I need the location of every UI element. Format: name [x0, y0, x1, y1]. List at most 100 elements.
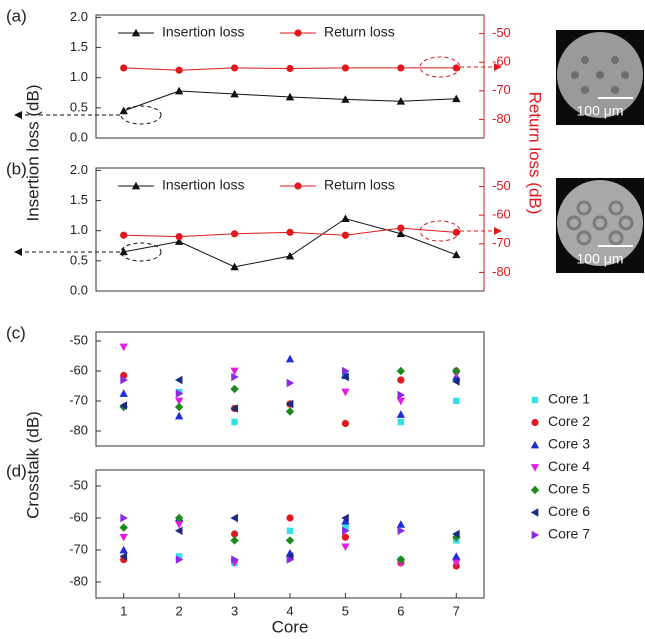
marker — [453, 397, 460, 405]
y-tick-label: -60 — [69, 509, 88, 524]
marker — [119, 106, 128, 115]
marker — [286, 555, 295, 564]
marker — [174, 526, 183, 535]
y-tick-label: -80 — [69, 422, 88, 437]
marker — [342, 524, 349, 531]
marker — [119, 343, 128, 352]
y-tick-label: -50 — [69, 332, 88, 347]
y2-axis-title: Return loss (dB) — [526, 92, 545, 215]
x-tick-label: 1 — [120, 603, 127, 618]
marker — [231, 418, 238, 426]
panel-label: (a) — [6, 6, 27, 25]
marker — [341, 95, 350, 103]
marker — [341, 517, 350, 525]
fiber-photo: 100 μm — [556, 30, 644, 125]
marker — [531, 418, 539, 427]
marker — [530, 440, 540, 449]
marker — [286, 527, 294, 534]
marker — [175, 553, 183, 560]
x-tick-label: 3 — [231, 603, 238, 618]
plot-frame — [95, 331, 485, 447]
marker — [452, 228, 460, 236]
marker — [531, 396, 539, 404]
marker — [174, 237, 184, 245]
y-axis-title: Crosstalk (dB) — [23, 411, 42, 519]
marker — [285, 92, 295, 101]
marker — [286, 514, 294, 522]
marker — [174, 411, 184, 420]
marker — [119, 401, 128, 410]
marker — [341, 372, 349, 382]
y-tick-label: -50 — [69, 477, 88, 492]
y-tick-label: 1.5 — [70, 192, 88, 207]
legend-label: Return loss — [324, 24, 395, 40]
marker — [396, 229, 406, 238]
marker — [294, 29, 302, 37]
legend-label: Core 5 — [548, 481, 590, 497]
marker — [285, 251, 295, 260]
marker — [341, 231, 350, 239]
marker — [119, 247, 128, 256]
marker — [174, 402, 184, 412]
marker — [119, 552, 128, 561]
marker — [174, 86, 184, 95]
x-tick-label: 2 — [176, 603, 183, 618]
annotation — [14, 56, 502, 262]
marker — [174, 521, 184, 529]
marker — [342, 526, 350, 535]
marker — [230, 262, 239, 271]
marker — [230, 513, 238, 523]
legend-label: Core 1 — [548, 391, 590, 407]
x-tick-label: 7 — [453, 603, 460, 618]
legend-label: Core 4 — [548, 458, 590, 474]
marker — [452, 366, 461, 376]
marker — [230, 530, 239, 538]
legend-label: Insertion loss — [162, 24, 244, 40]
marker — [120, 375, 128, 385]
marker — [174, 375, 183, 385]
marker — [119, 523, 128, 532]
marker — [341, 533, 350, 541]
marker — [131, 28, 141, 37]
marker — [396, 97, 406, 105]
marker — [285, 536, 295, 545]
y2-tick-label: -60 — [492, 54, 511, 69]
panel-label: (c) — [6, 323, 26, 342]
y-tick-label: 2.0 — [70, 162, 88, 177]
y-tick-label: 1.0 — [70, 222, 88, 237]
marker — [286, 228, 294, 236]
y2-tick-label: -70 — [492, 82, 511, 97]
marker — [530, 464, 540, 472]
y2-tick-label: -80 — [492, 264, 511, 279]
y-tick-label: 2.0 — [70, 9, 88, 24]
y2-tick-label: -70 — [492, 235, 511, 250]
y-tick-label: -60 — [69, 362, 88, 377]
marker — [175, 66, 183, 74]
marker — [396, 366, 406, 376]
marker — [452, 250, 461, 259]
marker — [397, 526, 406, 535]
marker — [341, 419, 350, 428]
marker — [396, 410, 406, 418]
y-tick-label: -70 — [69, 392, 88, 407]
marker — [397, 418, 405, 426]
marker — [230, 404, 238, 413]
legend-label: Insertion loss — [162, 177, 244, 193]
y-tick-label: -80 — [69, 573, 88, 588]
y-tick-label: 0.0 — [70, 282, 88, 297]
scale-label: 100 μm — [577, 251, 624, 267]
panel-label: (b) — [6, 159, 27, 178]
marker — [230, 230, 239, 238]
y-axis-title: Insertion loss (dB) — [23, 85, 42, 222]
marker — [452, 559, 461, 567]
marker — [341, 214, 350, 223]
marker — [342, 366, 350, 376]
marker — [119, 545, 128, 554]
legend-label: Core 3 — [548, 436, 590, 452]
marker — [452, 552, 461, 560]
marker — [230, 367, 239, 376]
y2-tick-label: -50 — [492, 25, 511, 40]
x-tick-label: 6 — [397, 603, 404, 618]
y2-tick-label: -80 — [492, 111, 511, 126]
